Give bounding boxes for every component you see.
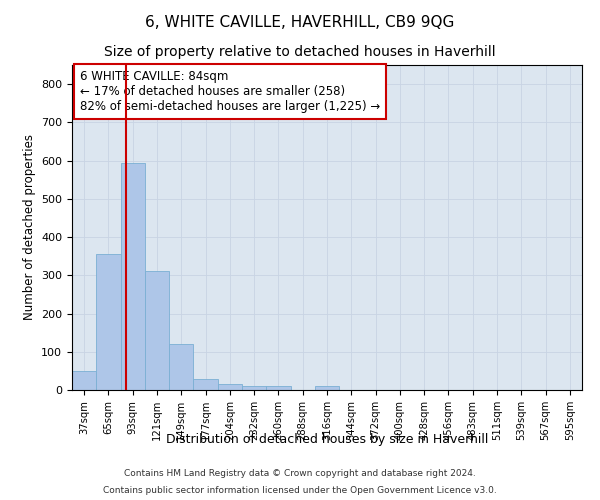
Bar (121, 162, 145, 390)
Bar (242, 386, 266, 390)
Bar (169, 344, 193, 390)
Bar (315, 386, 339, 390)
Text: 6, WHITE CAVILLE, HAVERHILL, CB9 9QG: 6, WHITE CAVILLE, HAVERHILL, CB9 9QG (145, 15, 455, 30)
Y-axis label: Number of detached properties: Number of detached properties (23, 134, 35, 320)
Text: Size of property relative to detached houses in Haverhill: Size of property relative to detached ho… (104, 45, 496, 59)
Text: Contains public sector information licensed under the Open Government Licence v3: Contains public sector information licen… (103, 486, 497, 495)
Text: 6 WHITE CAVILLE: 84sqm
← 17% of detached houses are smaller (258)
82% of semi-de: 6 WHITE CAVILLE: 84sqm ← 17% of detached… (80, 70, 380, 113)
Text: Distribution of detached houses by size in Haverhill: Distribution of detached houses by size … (166, 432, 488, 446)
Text: Contains HM Land Registry data © Crown copyright and database right 2024.: Contains HM Land Registry data © Crown c… (124, 468, 476, 477)
Bar (145, 272, 169, 390)
Bar (193, 378, 218, 390)
Bar (266, 386, 290, 390)
Bar (218, 384, 242, 390)
Bar (96, 254, 121, 390)
Bar (72, 371, 96, 390)
